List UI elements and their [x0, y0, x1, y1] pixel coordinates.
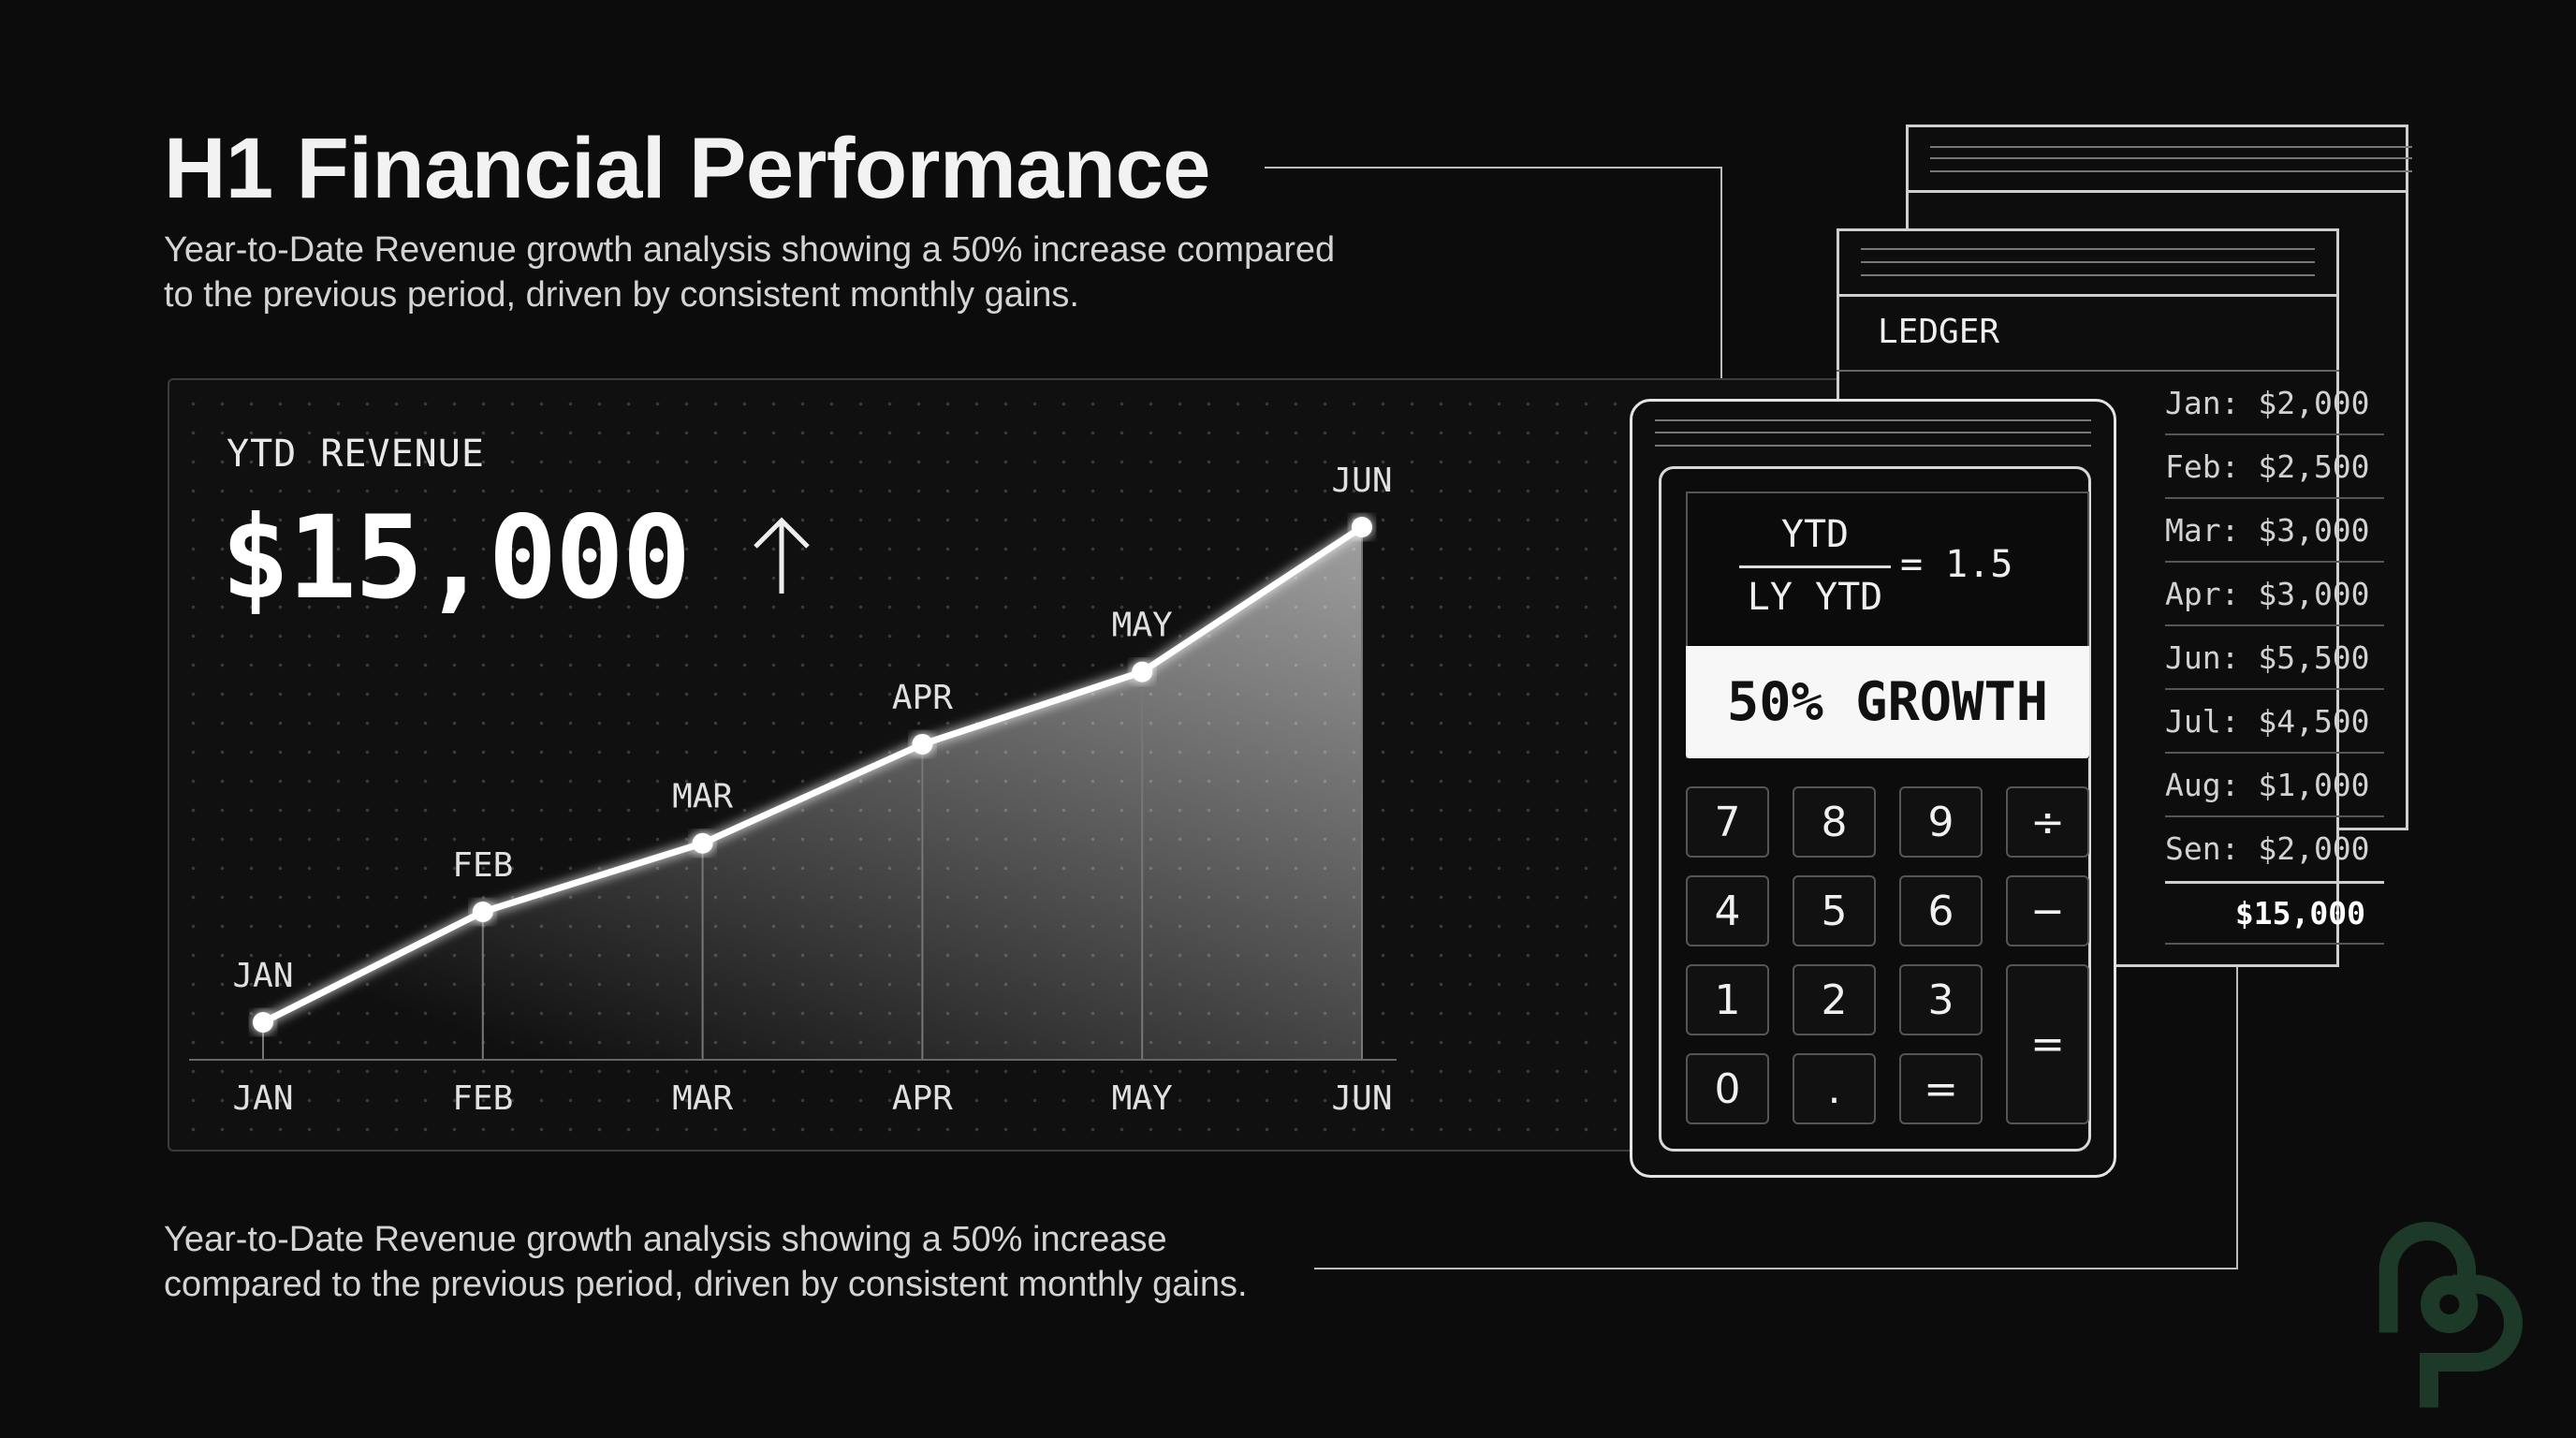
data-point	[692, 832, 713, 854]
subtitle: Year-to-Date Revenue growth analysis sho…	[164, 227, 1335, 317]
key-9[interactable]: 9	[1899, 786, 1983, 858]
x-tick-label: MAR	[672, 1079, 733, 1118]
key-equals-tall[interactable]: =	[2006, 964, 2089, 1124]
key-7[interactable]: 7	[1686, 786, 1769, 858]
x-tick-label: JUN	[1331, 1079, 1392, 1118]
fraction-denominator: LY YTD	[1747, 576, 1883, 619]
subtitle-line: Year-to-Date Revenue growth analysis sho…	[164, 230, 1336, 270]
caption: Year-to-Date Revenue growth analysis sho…	[164, 1217, 1248, 1307]
point-label: MAY	[1112, 607, 1173, 645]
divider	[1930, 170, 2412, 172]
x-tick-label: JAN	[232, 1079, 293, 1118]
x-tick-label: MAY	[1112, 1079, 1173, 1118]
kpi-label: YTD REVENUE	[227, 433, 485, 476]
data-point	[253, 1012, 273, 1033]
divider	[1906, 190, 2408, 193]
caption-line: Year-to-Date Revenue growth analysis sho…	[164, 1220, 1167, 1259]
divider	[1861, 274, 2315, 276]
divider	[1655, 432, 2091, 433]
ledger-row: Mar: $3,000	[2165, 499, 2384, 563]
point-label: FEB	[452, 846, 513, 885]
calculation-result: = 1.5	[1900, 543, 2013, 586]
divider	[1655, 445, 2091, 447]
key-4[interactable]: 4	[1686, 875, 1769, 946]
key-8[interactable]: 8	[1793, 786, 1876, 858]
page-title: H1 Financial Performance	[164, 121, 1210, 216]
ledger-row: Feb: $2,500	[2165, 435, 2384, 499]
caption-line: compared to the previous period, driven …	[164, 1265, 1248, 1304]
growth-text: 50% GROWTH	[1726, 671, 2049, 733]
key-decimal[interactable]: .	[1793, 1053, 1876, 1124]
key-minus[interactable]: −	[2006, 875, 2089, 946]
point-label: JUN	[1331, 462, 1392, 500]
subtitle-line: to the previous period, driven by consis…	[164, 275, 1079, 315]
divider	[1837, 370, 2339, 372]
ledger-title: LEDGER	[1878, 313, 2000, 351]
divider	[1930, 146, 2412, 148]
ledger-row: Jul: $4,500	[2165, 690, 2384, 754]
brand-logo	[2378, 1222, 2523, 1408]
key-1[interactable]: 1	[1686, 964, 1769, 1035]
key-divide[interactable]: ÷	[2006, 786, 2089, 858]
fraction-numerator: YTD	[1780, 513, 1850, 556]
ledger-row: Apr: $3,000	[2165, 563, 2384, 626]
key-5[interactable]: 5	[1793, 875, 1876, 946]
series-line	[261, 524, 1364, 1026]
data-point	[472, 901, 493, 922]
ledger-row: Jan: $2,000	[2165, 372, 2384, 435]
divider	[1861, 261, 2315, 263]
caption-connector-line	[1314, 966, 2238, 1269]
key-2[interactable]: 2	[1793, 964, 1876, 1035]
data-point	[1132, 661, 1153, 682]
data-point	[1352, 517, 1372, 537]
kpi-value: $15,000	[221, 492, 691, 624]
divider	[1655, 419, 2091, 421]
growth-banner	[1686, 646, 2089, 758]
key-6[interactable]: 6	[1899, 875, 1983, 946]
area-fill	[263, 527, 1362, 1060]
key-equals[interactable]: =	[1899, 1053, 1983, 1124]
data-point	[912, 733, 933, 755]
divider	[1861, 248, 2315, 250]
point-label: JAN	[232, 957, 293, 995]
fraction-bar	[1739, 565, 1891, 568]
x-tick-label: APR	[892, 1079, 953, 1118]
divider	[1837, 294, 2339, 297]
key-0[interactable]: 0	[1686, 1053, 1769, 1124]
calculator-keypad: 7 8 9 ÷ 4 5 6 − 1 2 3 = 0 . =	[1686, 786, 2089, 1124]
point-label: APR	[892, 679, 953, 717]
x-tick-label: FEB	[452, 1079, 513, 1118]
ledger-row: Sen: $2,000	[2165, 830, 2370, 867]
divider	[1930, 157, 2412, 159]
ledger-row: Jun: $5,500	[2165, 626, 2384, 690]
key-3[interactable]: 3	[1899, 964, 1983, 1035]
title-connector-line	[1265, 167, 1722, 394]
ledger-row: Aug: $1,000	[2165, 754, 2384, 817]
arrow-up-icon	[754, 517, 810, 594]
point-label: MAR	[672, 778, 733, 816]
ledger-total: $15,000	[2165, 881, 2384, 945]
